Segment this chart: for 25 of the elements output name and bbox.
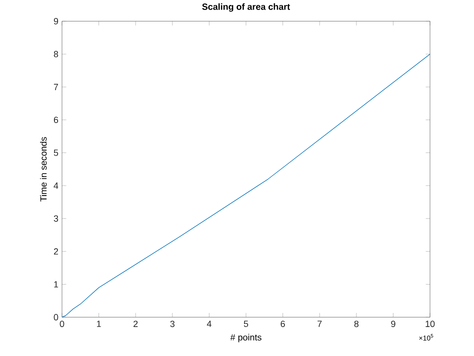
x-tick-label: 3 [170,320,175,327]
y-tick-label: 4 [54,182,58,189]
y-tick-label: 6 [54,116,58,123]
x-tick-label: 6 [280,320,285,327]
x-tick-label: 7 [318,320,322,327]
y-tick-label: 9 [54,18,58,24]
x-tick-label: 4 [206,320,212,327]
x-tick-label: 0 [60,320,64,327]
y-tick-label: 7 [54,84,58,90]
x-tick-label: 8 [354,320,359,327]
x-tick-label: 9 [391,320,396,327]
y-tick-label: 8 [54,50,58,58]
y-axis-title: Time in seconds [40,136,47,202]
x-axis-title: # points [230,334,262,342]
y-tick-label: 5 [54,150,58,156]
chart-title: Scaling of area chart [202,3,290,12]
y-tick-label: 0 [54,314,58,320]
x-tick-label: 5 [244,320,248,327]
x-tick-label: 2 [134,320,138,327]
y-tick-label: 1 [54,281,58,288]
line-series [62,54,430,318]
x-tick-label: 10 [426,320,435,327]
y-tick-label: 2 [54,248,58,254]
y-tick-label: 3 [54,215,58,222]
x-tick-label: 1 [97,320,101,327]
